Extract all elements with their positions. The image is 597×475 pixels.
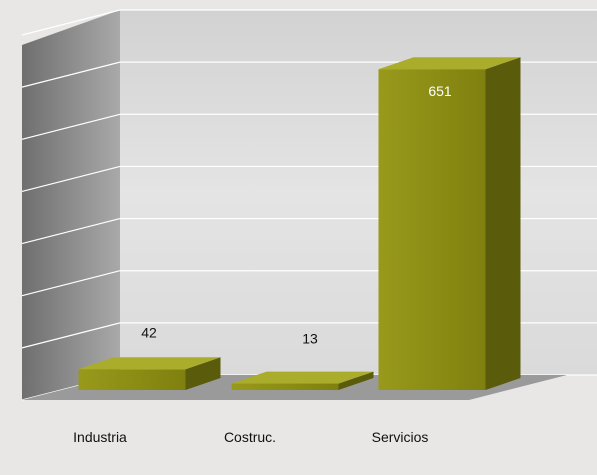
- bar-top-industria: [78, 357, 221, 370]
- back-wall: [120, 10, 597, 375]
- side-wall: [22, 10, 120, 400]
- value-label-industria: 42: [141, 324, 157, 340]
- bar-side-costruc: [338, 371, 374, 390]
- bar-costruc: [231, 383, 339, 390]
- value-label-costruc: 13: [302, 331, 318, 347]
- side-gridline: [21, 165, 121, 193]
- bar-top-costruc: [231, 371, 374, 384]
- side-gridline: [21, 61, 121, 88]
- bar-top-servicios: [378, 57, 521, 70]
- side-gridline: [21, 9, 121, 36]
- bar-side-servicios: [485, 57, 521, 390]
- side-gridline: [21, 270, 121, 297]
- bar-servicios: [378, 69, 486, 390]
- bar-industria: [78, 369, 186, 390]
- category-label-costruc: Costruc.: [223, 429, 277, 445]
- side-gridline: [21, 113, 121, 140]
- side-gridline: [21, 217, 121, 245]
- side-gridline: [21, 322, 121, 349]
- category-label-servicios: Servicios: [371, 429, 429, 445]
- value-label-servicios: 651: [428, 83, 452, 99]
- bar-side-industria: [185, 357, 221, 390]
- category-label-industria: Industria: [73, 429, 127, 445]
